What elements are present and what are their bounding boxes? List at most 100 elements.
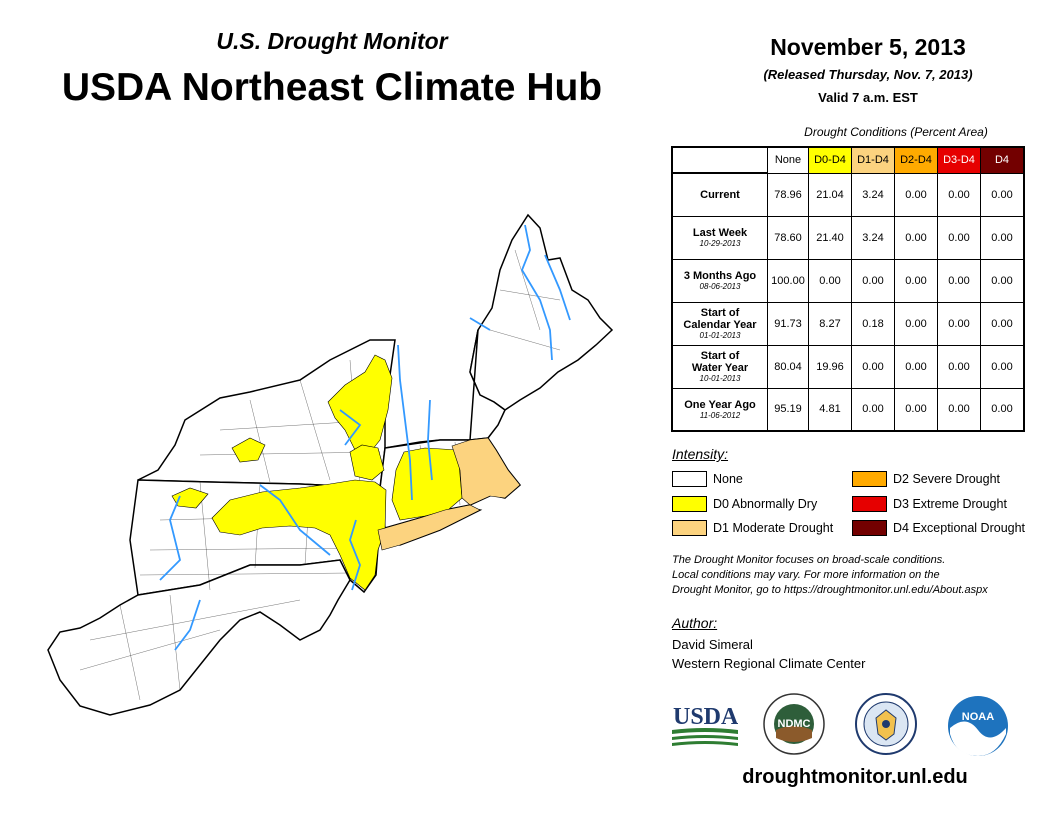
row-date: 11-06-2012 [699,410,741,420]
row-label-line: Calendar Year [683,319,757,331]
cell-d1-d4: 0.18 [851,301,895,346]
cell-d2-d4: 0.00 [894,258,938,303]
cell-d4: 0.00 [980,301,1025,346]
cell-d0-d4: 8.27 [808,301,852,346]
table-row: 3 Months Ago 08-06-2013 100.00 0.00 0.00 0.00… [671,258,1025,303]
legend-item: D1 Moderate Drought [672,519,833,537]
drought-conditions-table: None D0-D4 D1-D4 D2-D4 D3-D4 D4 Current 78.96 2… [671,146,1025,432]
row-label-line: Last Week [692,227,748,239]
row-label: Current [671,172,768,217]
row-label: Last Week 10-29-2013 [671,215,768,260]
column-header-none: None [767,146,809,174]
row-label-line: Water Year [691,362,749,374]
column-header-d3-d4: D3-D4 [937,146,981,174]
row-label: One Year Ago 11-06-2012 [671,387,768,432]
cell-none: 100.00 [767,258,809,303]
column-header-d4: D4 [980,146,1025,174]
noaa-logo-text: NOAA [962,711,994,723]
table-row: One Year Ago 11-06-2012 95.19 4.81 0.00 0.00 0… [671,387,1025,432]
cell-d4: 0.00 [980,387,1025,432]
cell-d0-d4: 0.00 [808,258,852,303]
cell-d2-d4: 0.00 [894,344,938,389]
column-header-d2-d4: D2-D4 [894,146,938,174]
map-date: November 5, 2013 [770,34,966,60]
cell-d2-d4: 0.00 [894,387,938,432]
cell-none: 80.04 [767,344,809,389]
disclaimer-line: Drought Monitor, go to https://droughtmo… [672,584,988,596]
table-row: Start of Calendar Year 01-01-2013 91.73 8.27… [671,301,1025,346]
disclaimer-line: Local conditions may vary. For more info… [672,569,940,581]
author-name: David Simeral [672,637,753,652]
row-label-line: One Year Ago [684,398,756,411]
cell-d3-d4: 0.00 [937,344,981,389]
row-date: 10-29-2013 [699,239,741,248]
row-label-line: Start of [700,350,740,362]
legend-item: D3 Extreme Drought [852,495,1007,513]
row-label: 3 Months Ago 08-06-2013 [671,258,768,303]
cell-d3-d4: 0.00 [937,172,981,217]
cell-d4: 0.00 [980,172,1025,217]
column-header-d1-d4: D1-D4 [851,146,895,174]
row-date: 01-01-2013 [699,331,741,340]
disclaimer-line: The Drought Monitor focuses on broad-sca… [672,554,946,566]
legend-label: D1 Moderate Drought [713,521,834,535]
commerce-seal [855,693,917,755]
legend-label: None [713,472,743,486]
legend-label: D0 Abnormally Dry [713,497,818,511]
row-label-line: Current [700,188,740,201]
legend-swatch [852,471,887,487]
row-label-line: Start of [700,307,740,319]
table-row: Last Week 10-29-2013 78.60 21.40 3.24 0.00 0.0… [671,215,1025,260]
row-label: Start of Water Year 10-01-2013 [671,344,768,389]
release-date: (Released Thursday, Nov. 7, 2013) [763,67,973,82]
legend-swatch [672,471,707,487]
author-title: Author: [672,615,718,631]
table-row: Current 78.96 21.04 3.24 0.00 0.00 0.00 [671,172,1025,217]
drought-map [47,213,614,716]
row-date: 08-06-2013 [699,282,741,291]
legend-label: D4 Exceptional Drought [893,521,1026,535]
cell-d3-d4: 0.00 [937,215,981,260]
site-url[interactable]: droughtmonitor.unl.edu [742,766,968,788]
legend-label: D3 Extreme Drought [893,497,1007,511]
legend-swatch [852,520,887,536]
legend-title: Intensity: [672,446,729,462]
legend-item: None [672,470,743,488]
usda-logo-text: USDA [673,704,738,730]
cell-d2-d4: 0.00 [894,172,938,217]
row-label-line: 3 Months Ago [683,270,757,282]
legend-swatch [852,496,887,512]
cell-d2-d4: 0.00 [894,301,938,346]
cell-d4: 0.00 [980,215,1025,260]
cell-d2-d4: 0.00 [894,215,938,260]
ndmc-logo: NDMC [763,693,825,755]
table-header-row: None D0-D4 D1-D4 D2-D4 D3-D4 D4 [672,146,1025,174]
cell-d3-d4: 0.00 [937,258,981,303]
disclaimer: The Drought Monitor focuses on broad-sca… [672,553,1052,598]
table-row: Start of Water Year 10-01-2013 80.04 19.96 0.… [671,344,1025,389]
legend-swatch [672,520,707,536]
row-label: Start of Calendar Year 01-01-2013 [671,301,768,346]
legend-item: D4 Exceptional Drought [852,519,1025,537]
cell-d0-d4: 21.40 [808,215,852,260]
legend-label: D2 Severe Drought [893,472,1001,486]
cell-d4: 0.00 [980,258,1025,303]
drought-d1-areas [377,437,521,551]
cell-d1-d4: 3.24 [851,215,895,260]
cell-d0-d4: 21.04 [808,172,852,217]
page-title: USDA Northeast Climate Hub [61,66,603,109]
row-date: 10-01-2013 [699,374,741,383]
cell-none: 91.73 [767,301,809,346]
valid-time: Valid 7 a.m. EST [818,90,918,105]
cell-d0-d4: 4.81 [808,387,852,432]
cell-none: 78.96 [767,172,809,217]
cell-none: 95.19 [767,387,809,432]
cell-d3-d4: 0.00 [937,301,981,346]
cell-d1-d4: 0.00 [851,258,895,303]
map-subtitle: U.S. Drought Monitor [216,28,448,54]
legend-item: D2 Severe Drought [852,470,1000,488]
column-header-d0-d4: D0-D4 [808,146,852,174]
rivers [159,224,571,651]
cell-d3-d4: 0.00 [937,387,981,432]
cell-d4: 0.00 [980,344,1025,389]
